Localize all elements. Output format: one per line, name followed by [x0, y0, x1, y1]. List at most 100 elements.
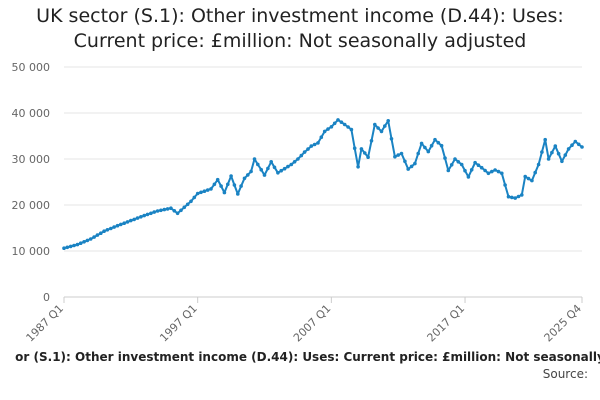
- data-point: [416, 151, 421, 156]
- data-point: [109, 226, 113, 231]
- data-point: [433, 137, 437, 142]
- data-point: [573, 139, 578, 144]
- data-point: [523, 174, 527, 179]
- data-point: [570, 143, 574, 147]
- data-point: [152, 210, 156, 214]
- data-point: [483, 168, 487, 173]
- data-point: [222, 190, 227, 195]
- data-point: [500, 171, 504, 176]
- data-point: [379, 129, 384, 134]
- data-point: [476, 163, 481, 167]
- y-tick-label: 50 000: [12, 61, 51, 74]
- data-point: [232, 183, 237, 187]
- y-tick-label: 0: [43, 291, 50, 304]
- data-point: [486, 171, 491, 176]
- data-point: [336, 118, 340, 122]
- data-point: [119, 222, 123, 227]
- data-point: [346, 125, 350, 129]
- data-point: [306, 147, 310, 151]
- data-point: [423, 145, 427, 150]
- data-point: [513, 196, 517, 200]
- y-tick-label: 40 000: [12, 107, 51, 120]
- data-point: [329, 125, 334, 129]
- data-point: [99, 231, 103, 235]
- data-point: [195, 191, 200, 196]
- data-point: [159, 208, 163, 213]
- data-point: [62, 246, 66, 250]
- data-point: [246, 173, 250, 177]
- data-point: [249, 169, 253, 174]
- data-point: [396, 153, 401, 157]
- data-point: [322, 129, 327, 134]
- data-point: [102, 229, 106, 233]
- data-point: [403, 159, 407, 164]
- x-tick-label: 2025 Q4: [542, 302, 585, 345]
- data-point: [199, 190, 203, 195]
- data-point: [426, 149, 431, 154]
- data-point: [479, 165, 484, 170]
- data-point: [576, 142, 581, 147]
- data-point: [175, 211, 180, 216]
- data-point: [219, 184, 223, 188]
- data-point: [75, 242, 80, 247]
- data-point: [192, 195, 197, 200]
- data-point: [359, 147, 364, 151]
- data-point: [530, 178, 534, 183]
- data-point: [526, 176, 531, 181]
- data-point: [373, 122, 377, 127]
- data-point: [269, 160, 274, 164]
- data-point: [262, 173, 267, 177]
- data-point: [496, 169, 501, 174]
- data-point: [389, 137, 394, 141]
- data-point: [386, 119, 391, 123]
- data-point: [456, 160, 461, 164]
- data-point: [553, 144, 558, 148]
- data-point: [536, 162, 541, 167]
- data-point: [566, 147, 571, 151]
- data-point: [309, 144, 314, 148]
- data-point: [393, 154, 397, 159]
- data-point: [413, 161, 417, 166]
- data-point: [419, 141, 424, 146]
- data-point: [580, 145, 584, 149]
- data-point: [72, 243, 76, 248]
- data-point: [205, 188, 210, 192]
- data-point: [376, 126, 380, 130]
- data-point: [550, 150, 554, 155]
- data-point: [189, 199, 193, 204]
- data-point: [255, 162, 260, 167]
- data-point: [520, 193, 524, 197]
- data-point: [439, 143, 444, 148]
- data-point: [125, 220, 130, 224]
- data-point: [339, 120, 344, 124]
- data-point: [352, 146, 357, 150]
- data-point: [132, 217, 136, 222]
- data-point: [503, 183, 507, 187]
- data-point: [406, 167, 411, 171]
- data-point: [272, 165, 277, 170]
- data-point: [506, 194, 511, 199]
- data-point: [112, 225, 116, 229]
- data-point: [466, 175, 471, 179]
- data-point: [429, 143, 434, 148]
- data-point: [182, 205, 187, 210]
- data-point: [82, 240, 86, 244]
- data-point: [463, 168, 467, 173]
- x-tick-label: 2007 Q1: [291, 302, 334, 345]
- data-point: [292, 160, 297, 164]
- data-point: [202, 189, 207, 193]
- data-point: [282, 166, 287, 171]
- data-point: [215, 177, 220, 182]
- data-point: [490, 169, 494, 174]
- data-point: [296, 157, 300, 161]
- data-point: [129, 218, 133, 223]
- chart-title-line-1: UK sector (S.1): Other investment income…: [36, 5, 564, 27]
- source-label: Source:: [542, 367, 588, 381]
- data-point: [142, 213, 146, 218]
- data-point: [179, 208, 183, 213]
- data-point: [443, 156, 447, 160]
- data-point: [383, 124, 387, 128]
- data-point: [252, 157, 257, 161]
- data-point: [68, 244, 73, 249]
- data-point: [302, 150, 307, 154]
